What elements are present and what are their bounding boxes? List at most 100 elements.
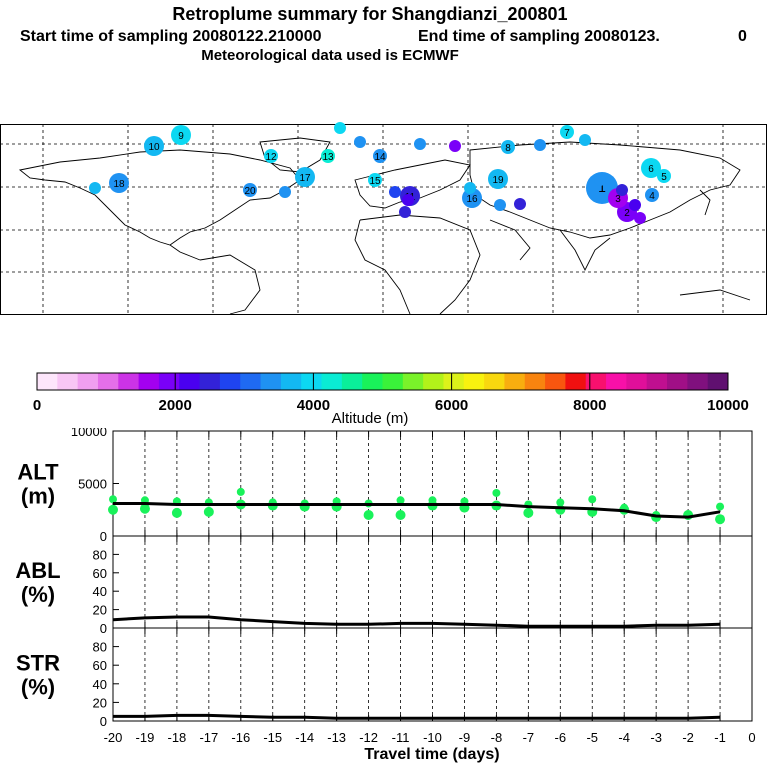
x-tick-label: -10 [423, 730, 442, 745]
plume-dot [264, 149, 278, 163]
y-tick-label: 80 [93, 640, 107, 655]
y-tick-label: 20 [93, 603, 107, 618]
panel-alt: 0 5000 10000 ALT(m) [17, 428, 753, 544]
plume-label: 3 [615, 194, 621, 205]
plume-marker: 13 [321, 149, 335, 163]
altitude-dot [139, 503, 150, 514]
y-tick-label: 0 [100, 621, 107, 636]
x-tick-label: -7 [523, 730, 535, 745]
x-tick-label: -12 [359, 730, 378, 745]
colorbar-cell [626, 373, 648, 390]
plume-trail-dot [629, 199, 641, 211]
plume-dot [368, 173, 382, 187]
x-tick-label: -9 [459, 730, 471, 745]
plume-label: 5 [661, 172, 667, 183]
altitude-dot [396, 496, 405, 505]
plume-label: 7 [564, 128, 570, 139]
plume-label: 13 [322, 152, 334, 163]
plume-marker: 17 [295, 167, 315, 187]
x-tick-label: -16 [231, 730, 250, 745]
plume-label: 8 [505, 143, 511, 154]
plume-label: 19 [492, 175, 504, 186]
colorbar-cell [565, 373, 587, 390]
plume-trail-dot [634, 212, 646, 224]
plume-label: 4 [649, 191, 655, 202]
colorbar-cell [199, 373, 221, 390]
chart-title: Retroplume summary for Shangdianzi_20080… [172, 4, 568, 24]
plume-dot [501, 140, 515, 154]
timeseries-panels: 0500010000ALT(m)020406080ABL(%)020406080… [15, 428, 755, 763]
altitude-dot [556, 498, 565, 507]
plume-trail-dot [354, 136, 366, 148]
colorbar-cell [504, 373, 526, 390]
panel-ylabel: ABL [15, 558, 60, 583]
colorbar-cell [606, 373, 627, 390]
colorbar-cells [37, 373, 729, 390]
plume-label: 10 [148, 142, 160, 153]
y-tick-label: 40 [93, 584, 107, 599]
colorbar-cell [321, 373, 343, 390]
plume-trail-dot [594, 174, 606, 186]
retroplume-map: 9101213141516171819205671234811 [0, 122, 768, 315]
plume-label: 9 [178, 131, 184, 142]
plume-dot [321, 149, 335, 163]
plume-dot [171, 125, 191, 145]
colorbar-cell [158, 373, 180, 390]
end-time-label: End time of sampling 20080123. [418, 28, 660, 45]
plume-label: 12 [265, 152, 277, 163]
plume-markers: 9101213141516171819205671234811 [89, 122, 671, 224]
plume-dot [560, 125, 574, 139]
colorbar-tick-label: 10000 [707, 397, 749, 414]
plume-marker: 20 [243, 183, 257, 197]
y-tick-label: 40 [93, 677, 107, 692]
x-tick-label: -3 [650, 730, 662, 745]
panel-ylabel-unit: (%) [21, 675, 55, 700]
plume-dot [144, 136, 164, 156]
altitude-dot [492, 488, 501, 497]
colorbar-cell [585, 373, 607, 390]
panel-str: 0 20 40 60 80 STR(%) [16, 627, 753, 729]
plume-trail-dot [616, 184, 628, 196]
plume-label: 18 [113, 179, 125, 190]
plume-trail-dot [414, 138, 426, 150]
x-tick-label: -17 [199, 730, 218, 745]
colorbar-cell [179, 373, 201, 390]
altitude-dot [236, 487, 245, 496]
colorbar-cell [240, 373, 262, 390]
colorbar-cell [301, 373, 323, 390]
panel-series-line [113, 713, 721, 720]
colorbar-cell [341, 373, 363, 390]
colorbar-cell [118, 373, 140, 390]
colorbar-cell [138, 373, 160, 390]
colorbar-cell [443, 373, 465, 390]
x-tick-label: -13 [327, 730, 346, 745]
plume-marker: 14 [373, 149, 387, 163]
colorbar-cell [687, 373, 709, 390]
panel-ylabel-unit: (m) [21, 484, 55, 509]
plume-marker: 15 [368, 173, 382, 187]
altitude-colorbar: 0 2000 4000 6000 8000 10000 Altitude (m) [33, 372, 749, 427]
colorbar-cell [382, 373, 404, 390]
plume-dot [109, 173, 129, 193]
plume-label: 20 [244, 186, 256, 197]
panel-ylabel-unit: (%) [21, 582, 55, 607]
plume-marker: 5 [657, 169, 671, 183]
colorbar-cell [524, 373, 546, 390]
plume-trail-dot [464, 182, 476, 194]
x-tick-label: -2 [682, 730, 694, 745]
x-tick-label: 0 [748, 730, 755, 745]
x-tick-label: -15 [263, 730, 282, 745]
altitude-dot [363, 510, 374, 520]
plume-marker: 8 [501, 140, 515, 154]
colorbar-cell [280, 373, 302, 390]
panel-ylabel: STR [16, 651, 60, 676]
plume-trail-dot [494, 199, 506, 211]
met-data-label: Meteorological data used is ECMWF [201, 47, 459, 64]
colorbar-cell [97, 373, 119, 390]
plume-label: 2 [624, 208, 630, 219]
colorbar-tick-label: 2000 [159, 397, 192, 414]
panel-abl: 0 20 40 60 80 ABL(%) [15, 535, 753, 636]
plume-label: 17 [299, 173, 311, 184]
plume-trail-dot [279, 186, 291, 198]
y-tick-label: 20 [93, 695, 107, 710]
